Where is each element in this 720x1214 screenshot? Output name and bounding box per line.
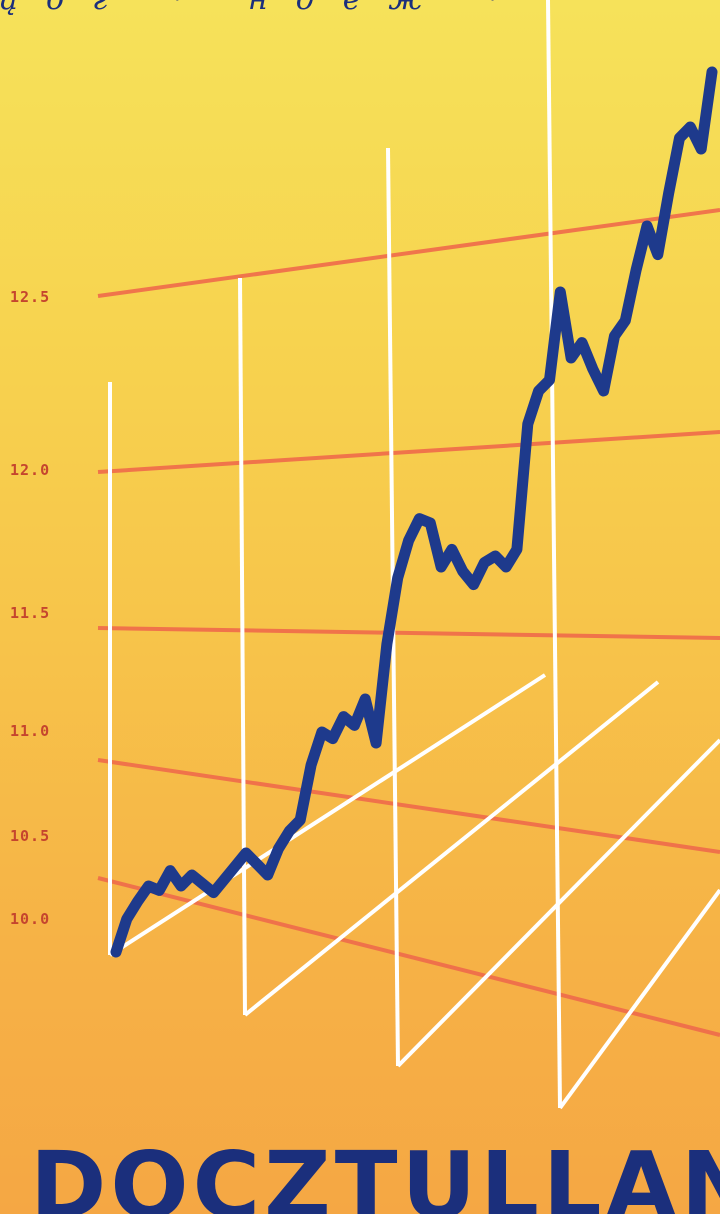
grid-line — [97, 208, 720, 298]
y-tick-label: 12.5 — [10, 288, 51, 306]
top-script-text: ąбг · ндеж · — [0, 0, 720, 22]
grid-line — [97, 758, 720, 854]
frame-line — [108, 673, 547, 957]
bottom-title: DOCZTULLAN — [30, 1140, 720, 1214]
frame-line — [546, 0, 562, 1109]
frame-line — [558, 888, 720, 1110]
grid-line — [97, 876, 720, 1037]
series-layer — [110, 66, 718, 958]
frame-line — [238, 277, 247, 1016]
grid-lines — [97, 208, 720, 1037]
y-tick-label: 11.0 — [10, 722, 51, 740]
grid-line — [97, 626, 720, 640]
grid-line — [97, 430, 720, 474]
frame-line — [243, 680, 660, 1017]
y-tick-label: 12.0 — [10, 461, 51, 479]
y-tick-label: 11.5 — [10, 604, 51, 622]
series-line — [110, 66, 718, 958]
y-tick-label: 10.5 — [10, 827, 51, 845]
y-tick-label: 10.0 — [10, 910, 51, 928]
frame-lines — [108, 0, 720, 1110]
